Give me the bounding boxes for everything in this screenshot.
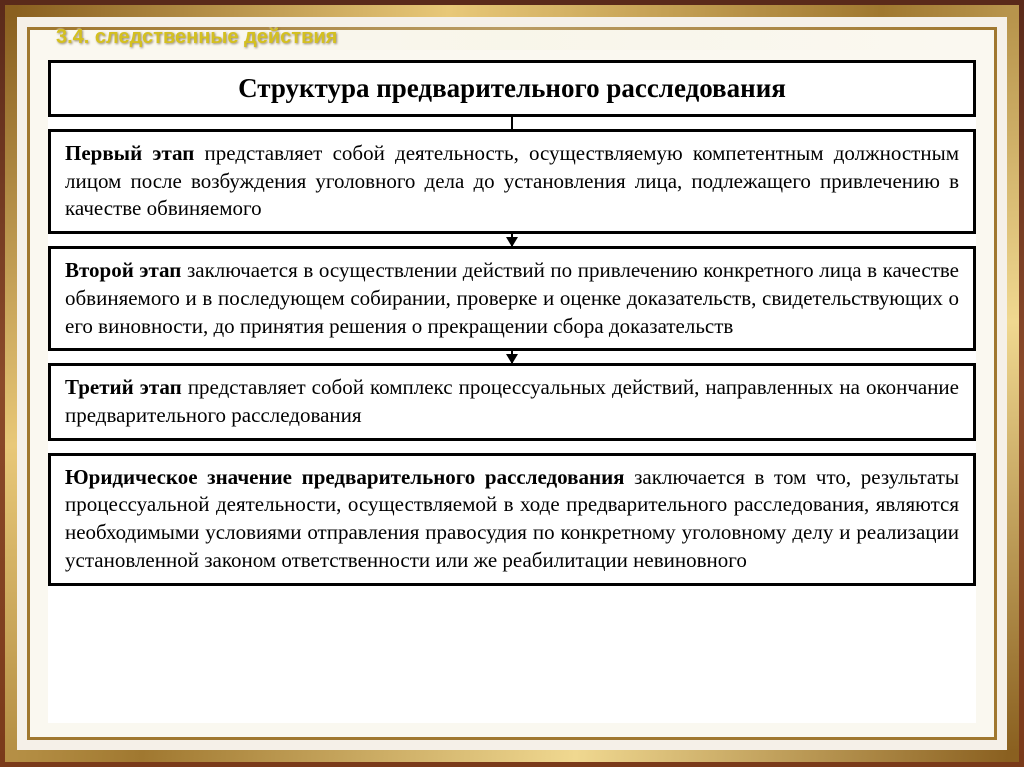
inner-border: 3.4. следственные действия Структура пре… (27, 27, 997, 740)
stage-label: Третий этап (65, 375, 182, 399)
slide-outer-frame: 3.4. следственные действия Структура пре… (0, 0, 1024, 767)
connector-line (511, 117, 513, 129)
section-title: следственные действия (95, 26, 337, 48)
footer-box: Юридическое значение предварительного ра… (48, 453, 976, 586)
footer-label: Юридическое значение предварительного ра… (65, 465, 625, 489)
gold-frame: 3.4. следственные действия Структура пре… (5, 5, 1019, 762)
stage-text: заключается в осуществлении действий по … (65, 258, 959, 337)
stage-box-3: Третий этап представляет собой комплекс … (48, 363, 976, 440)
arrow-connector (511, 234, 513, 246)
diagram-content: Структура предварительного расследования… (48, 60, 976, 723)
arrow-connector (511, 351, 513, 363)
section-header: 3.4. следственные действия (56, 26, 337, 49)
stage-label: Второй этап (65, 258, 181, 282)
diagram-title: Структура предварительного расследования (238, 73, 786, 103)
section-number: 3.4. (56, 26, 89, 48)
stage-text: представляет собой деятельность, осущест… (65, 141, 959, 220)
stage-label: Первый этап (65, 141, 194, 165)
stage-box-2: Второй этап заключается в осуществлении … (48, 246, 976, 351)
slide-header: 3.4. следственные действия (48, 24, 976, 50)
stage-box-1: Первый этап представляет собой деятельно… (48, 129, 976, 234)
stage-text: представляет собой комплекс процессуальн… (65, 375, 959, 427)
diagram-title-box: Структура предварительного расследования (48, 60, 976, 117)
